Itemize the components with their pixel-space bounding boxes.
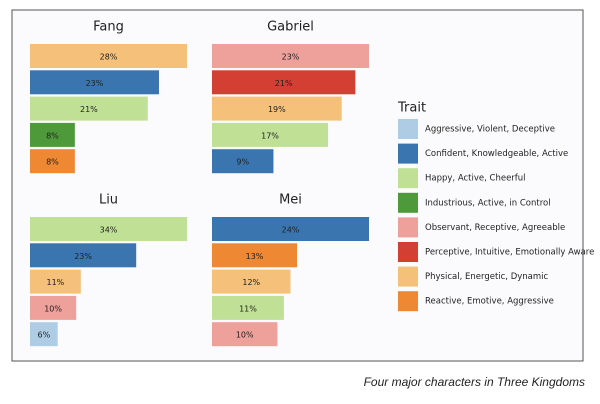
value-label: 10% [236,331,254,340]
value-label: 24% [282,226,300,235]
bar [212,44,369,68]
value-label: 17% [261,131,279,140]
bar [212,96,342,121]
bar [30,217,187,241]
legend-label: Confident, Knowledgeable, Active [425,149,568,159]
panel-title: Fang [93,20,124,35]
value-label: 8% [46,131,59,140]
legend-swatch [398,242,418,262]
legend-label: Reactive, Emotive, Aggressive [425,297,554,307]
bar [212,269,291,294]
value-label: 28% [100,53,118,62]
bar [30,44,187,68]
bar [30,96,148,121]
legend-label: Aggressive, Violent, Deceptive [425,125,555,135]
bar [30,269,81,294]
value-label: 23% [282,53,300,62]
value-label: 23% [74,252,92,261]
legend-title: Trait [397,101,426,116]
frame [11,9,584,362]
value-label: 8% [46,158,59,167]
legend-label: Perceptive, Intuitive, Emotionally Aware [425,248,594,258]
value-label: 6% [38,331,51,340]
value-label: 12% [242,278,260,287]
bar [30,70,159,95]
legend-label: Observant, Receptive, Agreeable [425,223,565,233]
panel-title: Mei [279,193,302,208]
bar [212,322,278,347]
value-label: 9% [236,158,249,167]
bar [212,243,298,268]
value-label: 21% [275,79,293,88]
legend-swatch [398,217,418,238]
value-label: 11% [239,304,257,313]
value-label: 21% [80,105,98,114]
value-label: 13% [246,252,264,261]
panel-title: Gabriel [267,20,314,35]
bar [212,149,274,174]
bar [212,217,369,241]
bar [212,70,356,95]
bar [30,295,77,320]
bar [30,122,75,147]
bar [30,243,137,268]
legend-swatch [398,192,418,213]
legend-swatch [398,119,418,139]
bar [30,322,58,347]
panel-title: Liu [99,193,118,208]
value-label: 23% [86,79,104,88]
legend-swatch [398,143,418,164]
caption: Four major characters in Three Kingdoms [364,375,585,389]
legend-swatch [398,291,418,312]
legend-swatch [398,266,418,287]
bar [212,122,329,147]
legend-label: Happy, Active, Cheerful [425,174,526,184]
value-label: 11% [47,278,65,287]
bar [30,149,75,174]
legend-swatch [398,168,418,189]
legend-label: Physical, Energetic, Dynamic [425,272,549,282]
value-label: 19% [268,105,286,114]
bar [212,295,284,320]
value-label: 10% [44,304,62,313]
legend-label: Industrious, Active, in Control [425,198,551,208]
value-label: 34% [100,226,118,235]
